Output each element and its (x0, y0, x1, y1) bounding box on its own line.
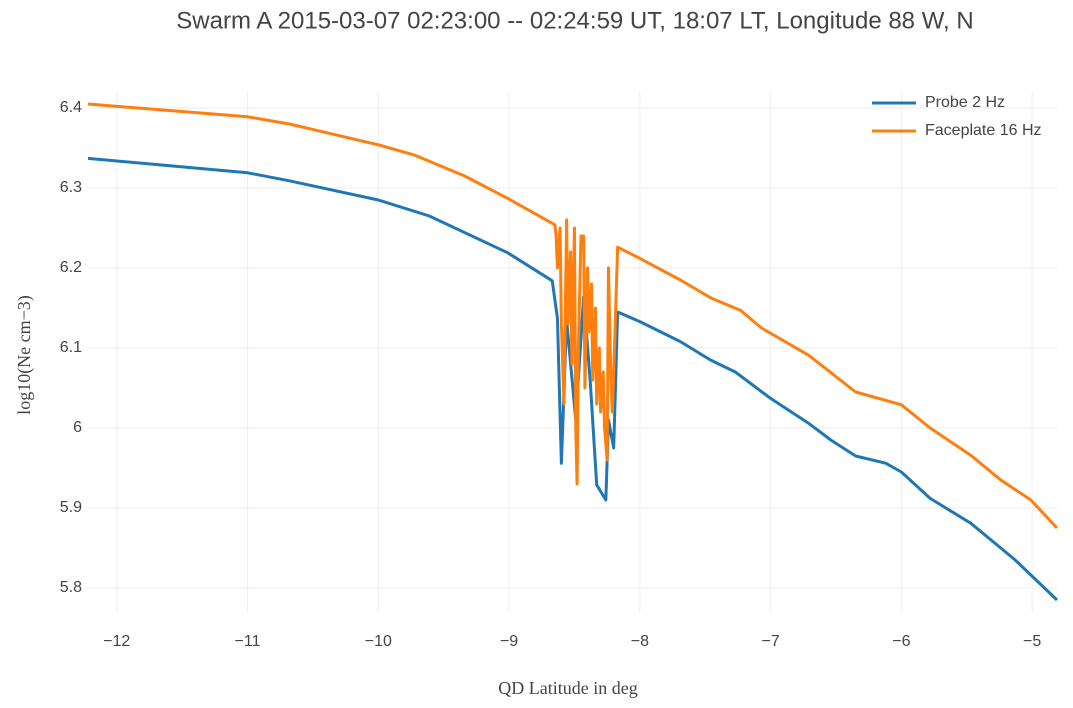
x-tick-label: −6 (892, 633, 910, 650)
x-tick-label: −9 (500, 633, 518, 650)
y-tick-label: 6.1 (60, 339, 82, 356)
y-tick-label: 5.8 (60, 579, 82, 596)
x-tick-label: −5 (1023, 633, 1041, 650)
x-tick-label: −10 (365, 633, 392, 650)
y-tick-label: 5.9 (60, 499, 82, 516)
legend-label: Faceplate 16 Hz (925, 122, 1042, 139)
x-tick-label: −7 (761, 633, 779, 650)
chart-title: Swarm A 2015-03-07 02:23:00 -- 02:24:59 … (176, 7, 973, 34)
x-tick-label: −8 (631, 633, 649, 650)
y-tick-label: 6.4 (60, 99, 82, 116)
data-line (87, 156, 1059, 602)
legend-label: Probe 2 Hz (925, 94, 1005, 111)
x-tick-label: −11 (235, 633, 261, 650)
y-axis-label: log10(Ne cm−3) (14, 295, 35, 415)
x-tick-label: −12 (103, 633, 130, 650)
y-tick-label: 6 (73, 419, 82, 436)
y-tick-label: 6.3 (60, 179, 82, 196)
x-axis-label: QD Latitude in deg (498, 678, 637, 698)
data-line (87, 102, 1059, 530)
y-tick-label: 6.2 (60, 259, 82, 276)
